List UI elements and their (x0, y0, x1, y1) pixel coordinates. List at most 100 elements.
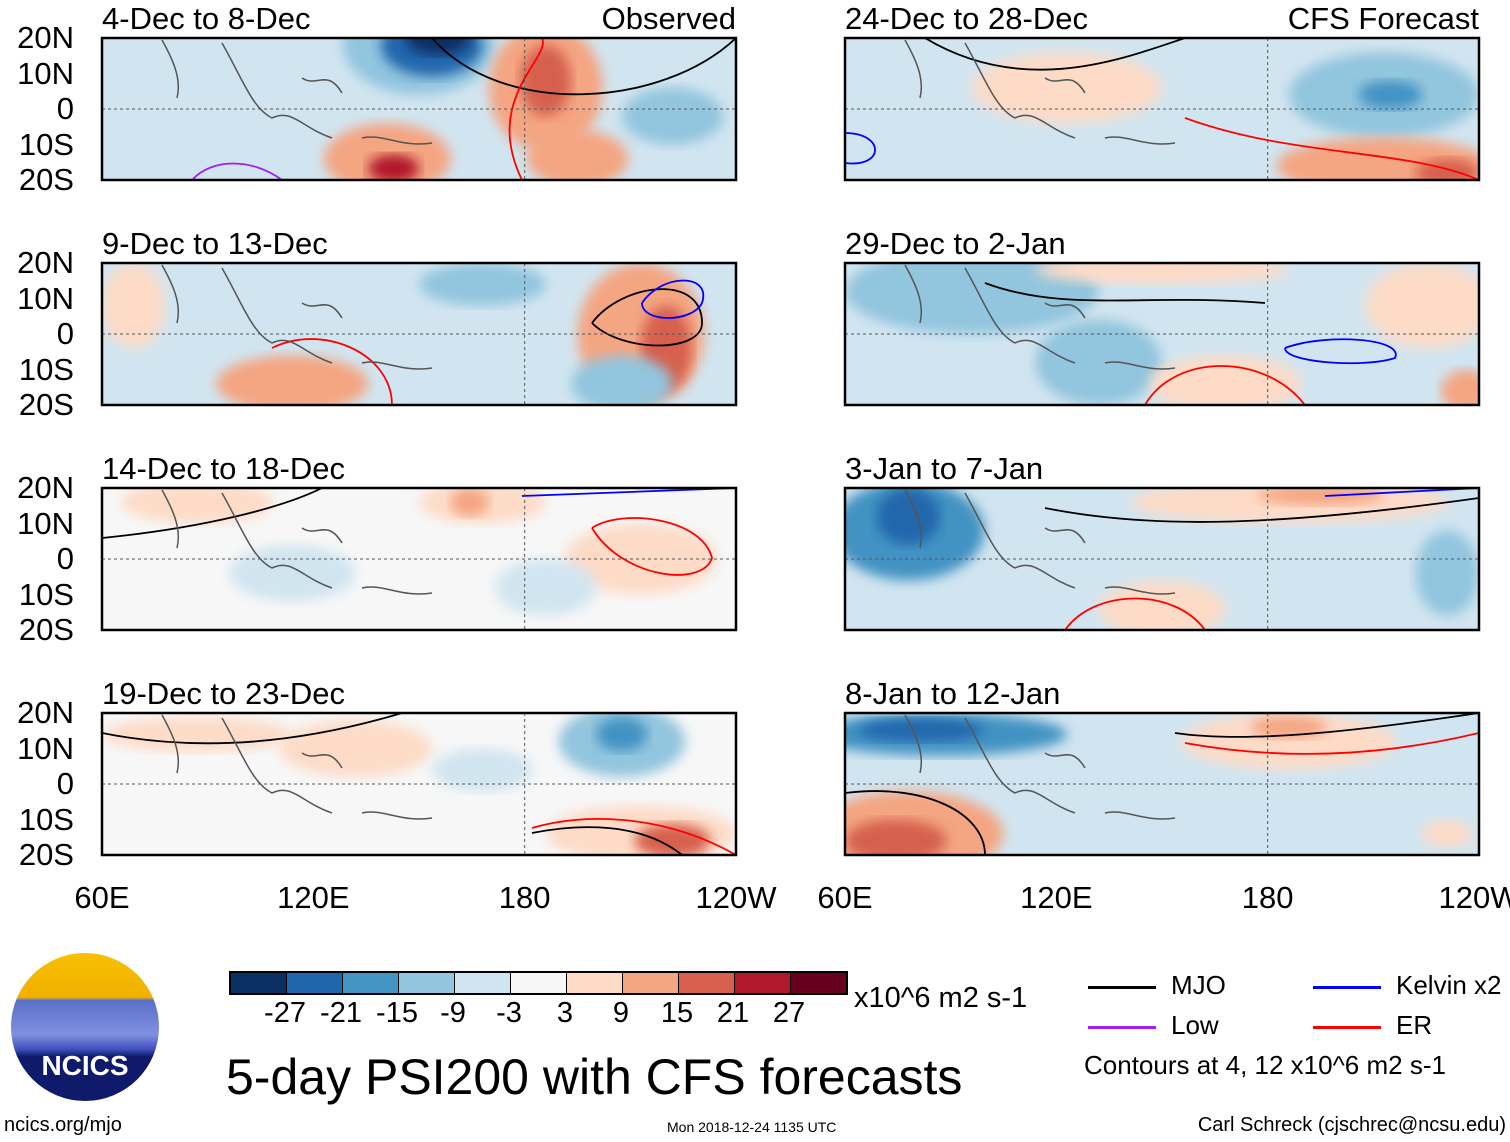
wave-contour (641, 279, 705, 319)
coastline (904, 714, 1176, 820)
lat-label: 10S (18, 801, 74, 837)
legend-line-er (1313, 1026, 1381, 1029)
lat-label: 10N (17, 280, 74, 316)
colorbar-swatch (231, 973, 287, 993)
psi-anomaly-shading (495, 559, 597, 616)
coastline (904, 489, 1176, 595)
psi-anomaly-shading (419, 263, 546, 306)
legend-label: Kelvin x2 (1396, 970, 1502, 1000)
colorbar-swatch (287, 973, 343, 993)
colorbar-label: 21 (716, 997, 750, 1029)
wave-contour (845, 790, 986, 855)
psi-anomaly-shading (596, 717, 648, 752)
lat-label: 20N (17, 470, 74, 505)
lon-label: 120E (277, 880, 350, 915)
psi-anomaly-shading (870, 38, 947, 109)
lat-label: 10S (18, 576, 74, 612)
wave-contour (984, 282, 1266, 304)
colorbar-swatch (791, 973, 846, 993)
psi-anomaly-shading (971, 52, 1162, 124)
colorbar-label: 3 (556, 997, 574, 1029)
lat-label: 20N (17, 695, 74, 730)
colorbar-label: 27 (772, 997, 806, 1029)
panel-frame (100, 711, 738, 857)
colorbar-label: -3 (496, 997, 522, 1029)
psi-anomaly-shading (1035, 319, 1162, 405)
coastline (904, 264, 1176, 370)
psi-anomaly-shading (1364, 263, 1479, 349)
lat-label: 20S (18, 612, 74, 647)
lat-label: 20S (18, 837, 74, 872)
panel-tag: Observed (601, 1, 736, 36)
panel-frame (843, 36, 1481, 182)
lat-label: 0 (56, 316, 74, 351)
psi-anomaly-shading (431, 748, 534, 792)
lat-label: 0 (56, 91, 74, 126)
colorbar-swatch (679, 973, 735, 993)
wave-contour (431, 38, 736, 96)
colorbar-swatch (511, 973, 567, 993)
psi-anomaly-shading (323, 123, 451, 180)
wave-contour (591, 517, 713, 576)
wave-contour (531, 818, 736, 855)
lat-label: 20S (18, 387, 74, 422)
ncics-logo (11, 953, 159, 1101)
panel-frame (843, 711, 1481, 857)
panel-frame (843, 486, 1481, 632)
psi-anomaly-shading (1149, 355, 1302, 405)
lat-label: 20N (17, 245, 74, 280)
panel-title: 3-Jan to 7-Jan (845, 451, 1044, 486)
colorbar-swatch (455, 973, 511, 993)
map-panel (100, 711, 738, 857)
wave-contour (531, 826, 683, 855)
coastline (161, 264, 433, 370)
wave-contour (1184, 732, 1479, 755)
wave-contour (1174, 713, 1479, 738)
footer-timestamp: Mon 2018-12-24 1135 UTC (667, 1119, 837, 1135)
panel-title: 29-Dec to 2-Jan (845, 226, 1066, 261)
psi-anomaly-shading (1415, 530, 1479, 616)
psi-anomaly-shading (1035, 263, 1289, 285)
lat-label: 10S (18, 351, 74, 387)
psi-anomaly-shading (228, 544, 356, 602)
wave-contour (845, 132, 876, 165)
lon-label: 180 (1241, 880, 1294, 915)
colorbar-label: -21 (320, 997, 362, 1029)
wave-contour (1064, 597, 1206, 630)
panel-title: 19-Dec to 23-Dec (102, 676, 345, 711)
legend-line-mjo (1088, 986, 1156, 989)
psi-anomaly-shading (121, 488, 274, 524)
lat-label: 10S (18, 126, 74, 162)
lon-label: 120W (695, 880, 777, 915)
psi-anomaly-shading (857, 718, 985, 742)
psi-anomaly-shading (1257, 488, 1384, 506)
wave-contour (1044, 497, 1479, 523)
psi-anomaly-shading (845, 263, 1099, 334)
psi-anomaly-shading (279, 720, 432, 777)
psi-anomaly-shading (216, 355, 369, 405)
panel-frame (843, 261, 1481, 407)
psi-anomaly-shading (1421, 819, 1473, 848)
panel-title: 24-Dec to 28-Dec (845, 1, 1088, 36)
legend-label: MJO (1171, 970, 1226, 1000)
contour-note: Contours at 4, 12 x10^6 m2 s-1 (1084, 1050, 1446, 1080)
psi-anomaly-shading (368, 154, 419, 180)
panel-title: 4-Dec to 8-Dec (102, 1, 311, 36)
lat-label: 10N (17, 505, 74, 541)
psi-anomaly-shading (876, 488, 941, 545)
map-panel (100, 486, 738, 632)
coastline (161, 39, 433, 145)
psi-anomaly-shading (1181, 713, 1397, 770)
colorbar-label: -15 (376, 997, 418, 1029)
coastline (161, 714, 433, 820)
panel-title: 9-Dec to 13-Dec (102, 226, 328, 261)
lat-label: 20N (17, 20, 74, 55)
wave-contour (508, 38, 544, 180)
colorbar-swatch (567, 973, 623, 993)
colorbar-label: 15 (660, 997, 694, 1029)
wave-contour (521, 488, 736, 497)
panel-title: 8-Jan to 12-Jan (845, 676, 1061, 711)
main-title: 5-day PSI200 with CFS forecasts (226, 1049, 963, 1105)
wave-contour (1184, 117, 1479, 180)
panel-tag: CFS Forecast (1287, 1, 1479, 36)
